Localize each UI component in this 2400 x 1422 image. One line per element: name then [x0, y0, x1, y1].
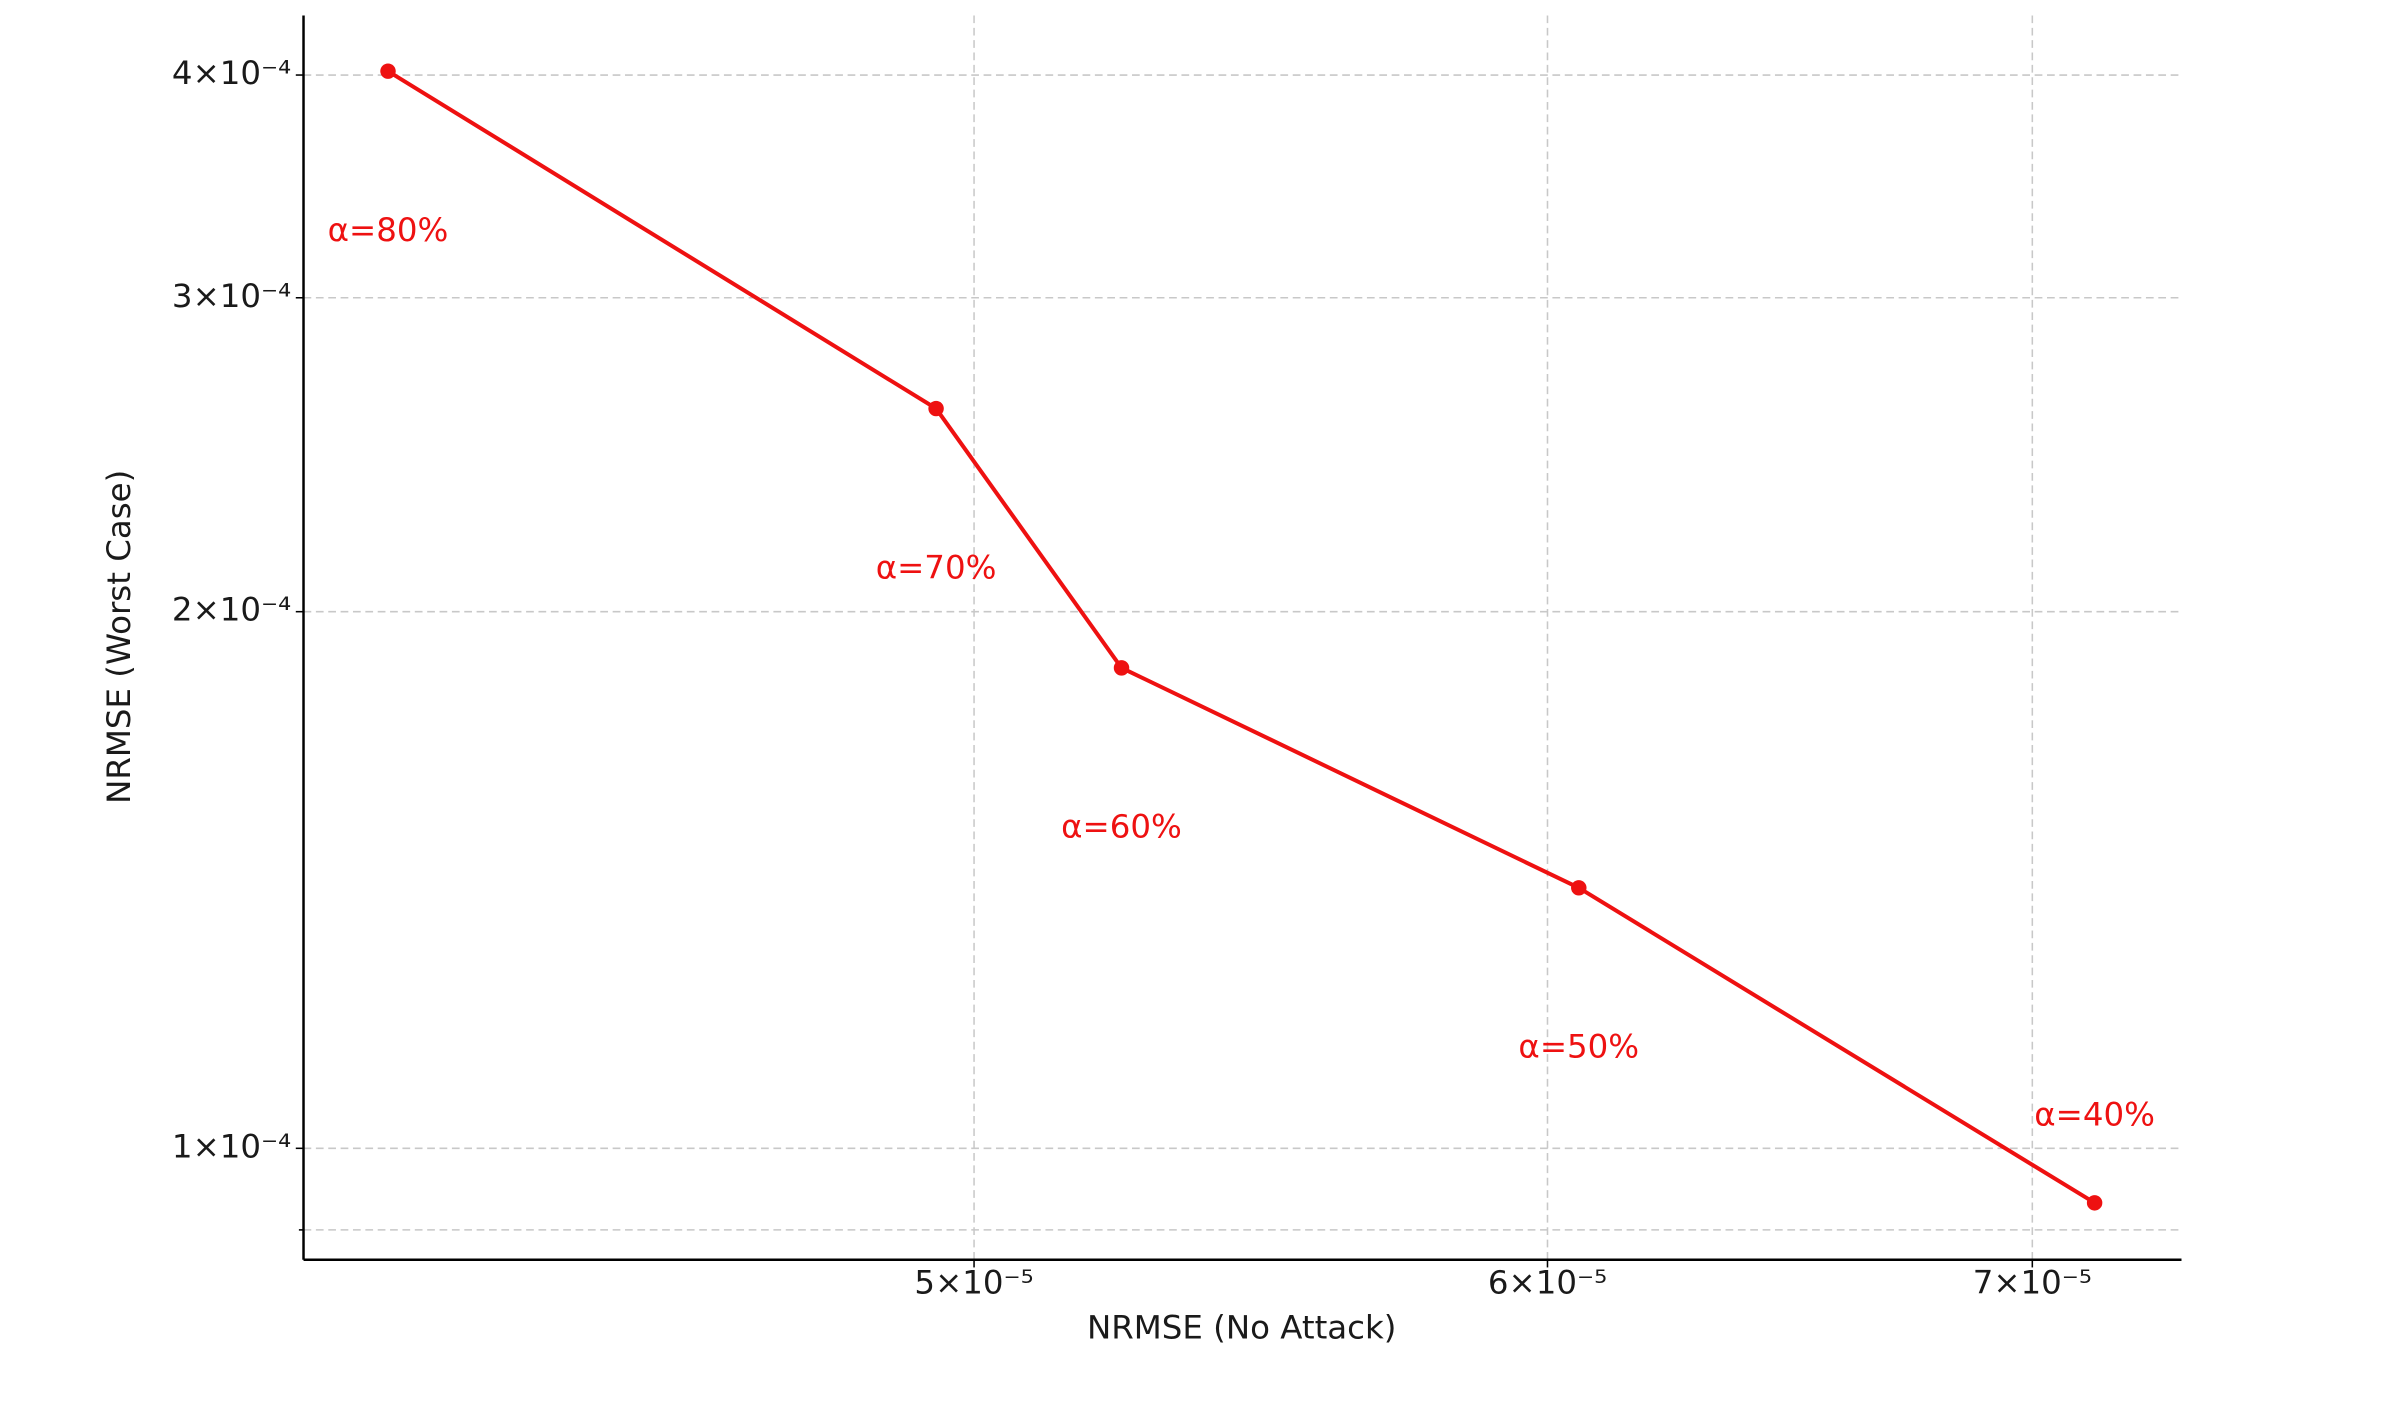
point-label: α=60%	[1061, 808, 1182, 846]
y-tick-label: 1×10⁻⁴	[172, 1127, 291, 1165]
data-point	[380, 63, 396, 79]
data-point	[2086, 1195, 2103, 1211]
x-tick-label: 5×10⁻⁵	[914, 1263, 1033, 1301]
data-point	[1571, 880, 1587, 896]
point-label: α=80%	[328, 211, 449, 249]
data-point	[1113, 660, 1130, 676]
point-label: α=40%	[2034, 1095, 2155, 1133]
y-tick-label: 3×10⁻⁴	[172, 277, 291, 315]
y-axis-label: NRMSE (Worst Case)	[100, 470, 138, 804]
x-tick-label: 6×10⁻⁵	[1488, 1263, 1607, 1301]
x-tick-label: 7×10⁻⁵	[1973, 1263, 2092, 1301]
y-tick-label: 4×10⁻⁴	[172, 54, 291, 92]
y-tick-label: 2×10⁻⁴	[172, 591, 291, 629]
series-line	[386, 69, 2096, 1205]
x-axis-label: NRMSE (No Attack)	[1087, 1308, 1396, 1346]
point-label: α=50%	[1518, 1028, 1639, 1066]
point-label: α=70%	[876, 548, 997, 586]
data-point	[928, 400, 944, 417]
